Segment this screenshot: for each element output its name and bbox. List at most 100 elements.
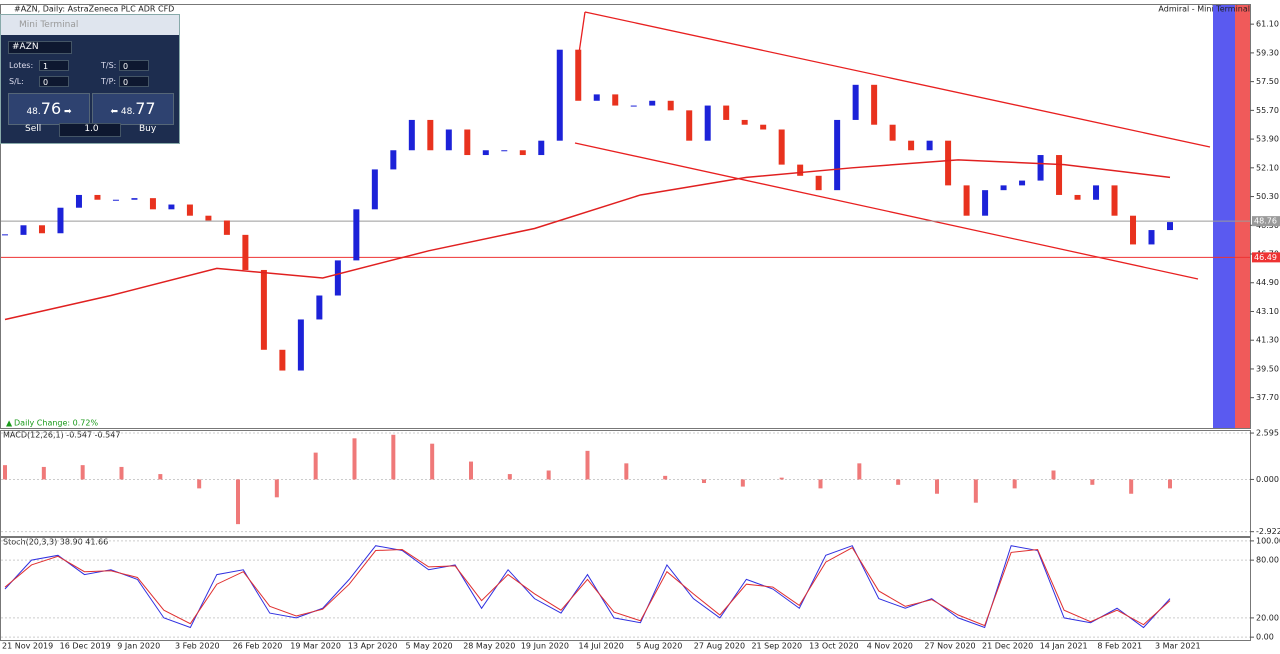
- mini-terminal: Mini Terminal #AZN Lotes: 1 T/S: 0 S/L: …: [0, 14, 180, 144]
- y-tick-label: 37.70: [1256, 393, 1279, 402]
- candle: [205, 215, 212, 221]
- y-tick-label: 52.10: [1256, 163, 1279, 172]
- field-input[interactable]: 0: [119, 76, 149, 87]
- candle: [871, 84, 878, 125]
- macd-bar: [274, 479, 279, 498]
- candle: [612, 94, 619, 106]
- y-tick-label: 41.30: [1256, 336, 1279, 345]
- field-input[interactable]: 1: [39, 60, 69, 71]
- candle: [223, 220, 230, 235]
- x-tick-label: 9 Jan 2020: [117, 642, 160, 651]
- macd-bar: [663, 475, 668, 480]
- macd-bar: [41, 466, 46, 480]
- candle: [334, 260, 341, 296]
- candle: [741, 119, 748, 125]
- candle: [464, 129, 471, 156]
- x-tick-label: 21 Nov 2019: [2, 642, 53, 651]
- sell-button[interactable]: 48.76 ➡: [8, 93, 90, 125]
- candle: [57, 207, 64, 234]
- macd-bar: [352, 438, 357, 480]
- macd-bar: [158, 474, 163, 480]
- macd-bar: [779, 477, 784, 480]
- daily-change: Daily Change: 0.72%: [14, 419, 98, 428]
- candle: [1019, 180, 1026, 186]
- y-tick-label: 43.10: [1256, 307, 1279, 316]
- x-tick-label: 26 Feb 2020: [233, 642, 283, 651]
- candle: [390, 150, 397, 170]
- field-input[interactable]: 0: [39, 76, 69, 87]
- candle: [353, 209, 360, 261]
- buy-button[interactable]: ⬅ 48.77: [92, 93, 174, 125]
- macd-bar: [3, 465, 7, 480]
- candle: [1000, 185, 1007, 191]
- volume-input[interactable]: 1.0: [59, 123, 121, 137]
- x-tick-label: 21 Sep 2020: [751, 642, 802, 651]
- macd-bar: [935, 479, 939, 494]
- candle: [1093, 185, 1100, 200]
- moving-average: [4, 159, 1171, 321]
- candle: [649, 100, 656, 106]
- x-tick-label: 27 Nov 2020: [924, 642, 975, 651]
- candle: [630, 105, 637, 107]
- x-tick-label: 4 Nov 2020: [867, 642, 913, 651]
- stoch-title: Stoch(20,3,3) 38.90 41.66: [3, 538, 108, 547]
- y-tick-label: 61.10: [1256, 20, 1279, 29]
- y-tick-label: 50.30: [1256, 192, 1279, 201]
- x-tick-label: 5 May 2020: [406, 642, 453, 651]
- candle: [427, 119, 434, 151]
- candle: [1130, 215, 1137, 245]
- x-tick-label: 16 Dec 2019: [60, 642, 111, 651]
- macd-bar: [1129, 479, 1134, 494]
- candle: [778, 129, 785, 165]
- y-tick-label: 0.000: [1256, 475, 1279, 484]
- blue-band: [1213, 5, 1235, 428]
- candle: [371, 169, 378, 210]
- channel-bottom: [574, 142, 1199, 280]
- macd-bar: [585, 450, 590, 480]
- stoch-panel: [0, 537, 1251, 641]
- candle: [445, 129, 452, 151]
- candle: [112, 199, 119, 201]
- y-tick-label: 0.00: [1256, 633, 1274, 642]
- macd-panel: [0, 430, 1251, 537]
- macd-bar: [197, 479, 202, 489]
- macd-title: MACD(12,26,1) -0.547 -0.547: [3, 431, 120, 440]
- candle: [593, 94, 600, 101]
- macd-bar: [740, 479, 745, 487]
- broker-label: Admiral - Mini Terminal: [1158, 5, 1250, 14]
- buy-digits: 77: [135, 99, 156, 118]
- symbol-select[interactable]: #AZN: [8, 41, 72, 54]
- y-tick-label: 44.90: [1256, 278, 1279, 287]
- candle: [815, 175, 822, 191]
- candle: [723, 105, 730, 120]
- sell-label[interactable]: Sell: [25, 124, 42, 134]
- candle: [926, 140, 933, 151]
- y-tick-label: 59.30: [1256, 48, 1279, 57]
- macd-bar: [1090, 479, 1095, 485]
- mini-terminal-title: Mini Terminal: [1, 15, 179, 35]
- candle: [982, 190, 989, 216]
- sell-prefix: 48.: [26, 107, 41, 117]
- macd-bar: [313, 452, 318, 480]
- buy-label[interactable]: Buy: [139, 124, 157, 134]
- field-input[interactable]: 0: [119, 60, 149, 71]
- candle: [686, 110, 693, 141]
- macd-bar: [1012, 479, 1017, 489]
- stoch-line: [4, 546, 1171, 627]
- candle: [38, 225, 45, 234]
- x-tick-label: 8 Feb 2021: [1097, 642, 1142, 651]
- candle: [168, 204, 175, 210]
- candle: [1167, 222, 1173, 231]
- candle: [1148, 230, 1155, 245]
- candle: [316, 295, 323, 320]
- macd-bar: [469, 461, 473, 480]
- change-icon: ▲: [6, 419, 13, 428]
- macd-bar: [624, 463, 629, 480]
- candle: [575, 49, 582, 101]
- macd-bar: [818, 479, 823, 489]
- field-label: Lotes:: [9, 61, 34, 70]
- macd-bar: [391, 434, 396, 480]
- macd-bar: [1051, 470, 1056, 480]
- candle: [1056, 155, 1063, 195]
- candle: [889, 124, 896, 141]
